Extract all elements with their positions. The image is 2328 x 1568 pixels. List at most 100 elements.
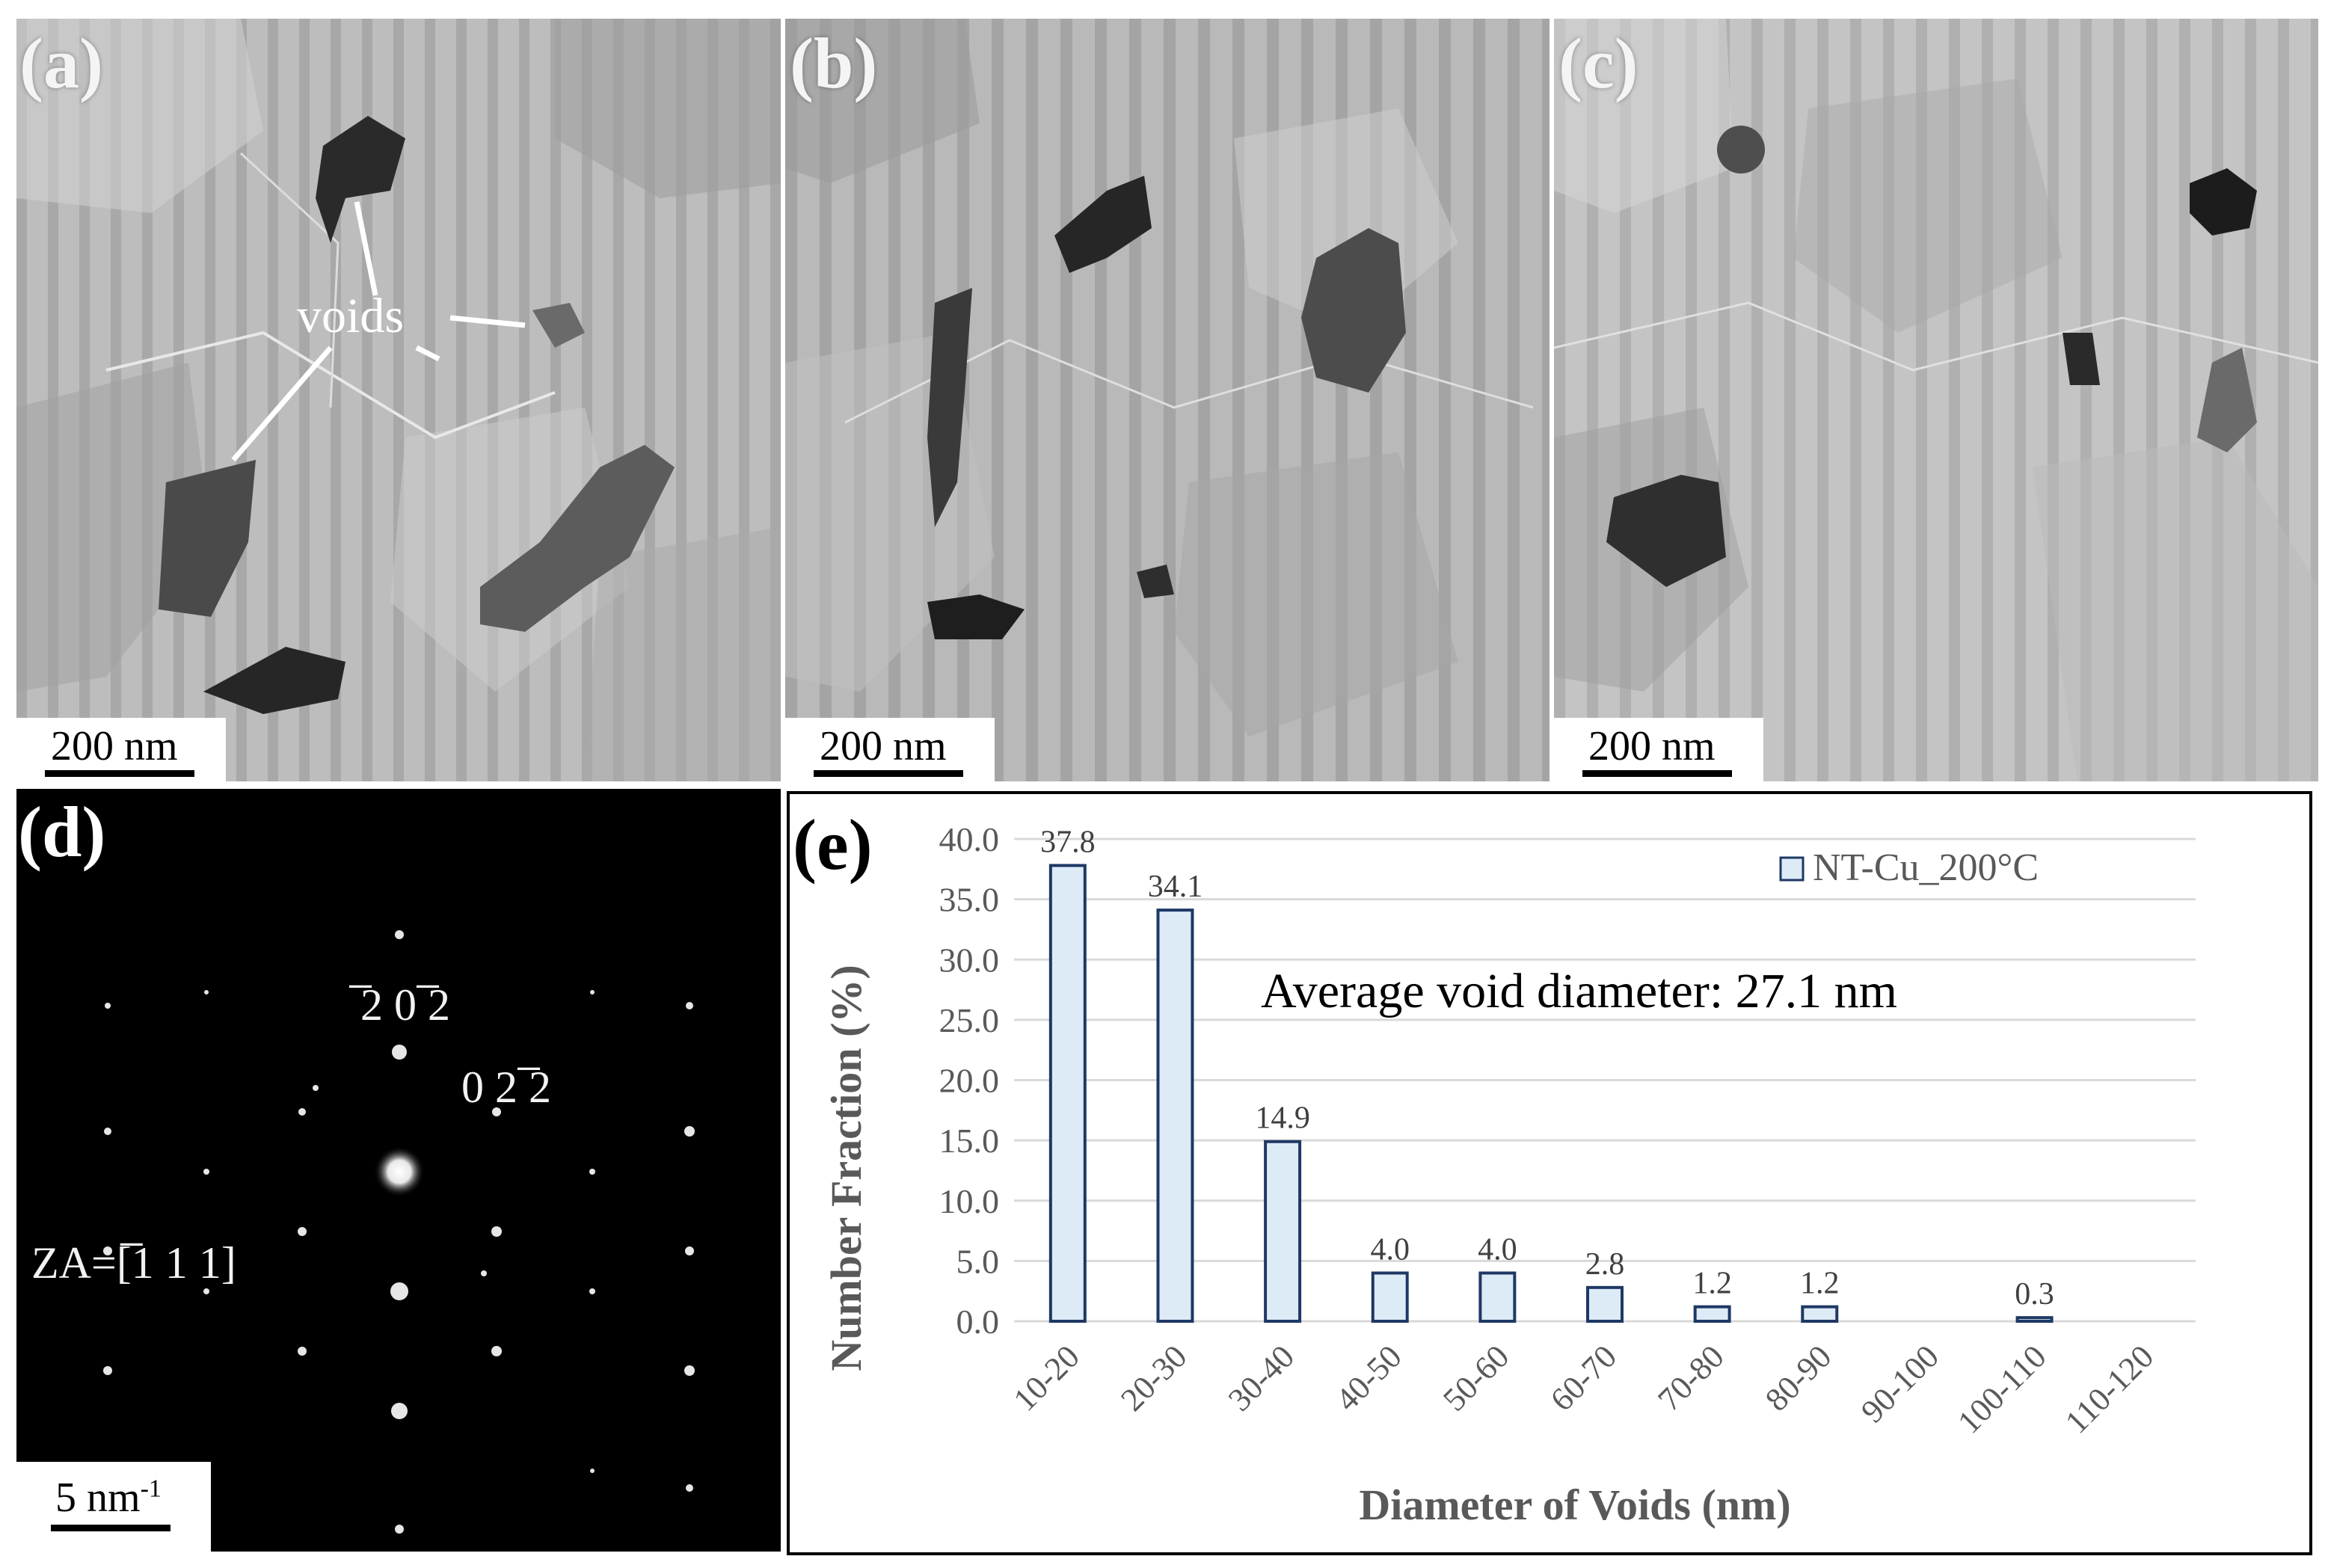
diffraction-spot [203,1288,209,1294]
bar-30-40 [1264,1140,1302,1323]
data-label: 37.8 [1040,825,1096,859]
panel-label-e: (e) [793,805,873,885]
voids-annotation: voids [297,289,405,343]
diffraction-spot [492,1107,501,1116]
panel-label-a: (a) [19,23,103,103]
diffraction-spot [395,1525,404,1534]
x-tick-label: 40-50 [1329,1338,1409,1418]
diffraction-spot [589,1288,595,1294]
diffraction-spot [298,1227,307,1236]
diffraction-spot [491,1226,502,1237]
void [2197,348,2257,452]
diffraction-spot [103,1366,112,1375]
x-axis-label: Diameter of Voids (nm) [1359,1481,1790,1529]
tem-image-a: (a) voids 200 nm [16,19,781,781]
x-tick-label: 30-40 [1221,1338,1301,1418]
y-tick-label: 35.0 [939,881,1000,919]
x-tick-label: 10-20 [1007,1338,1087,1418]
tem-micrograph-a [16,19,781,781]
data-label: 34.1 [1148,870,1203,904]
diffraction-spot [105,1003,111,1009]
spot-label-1: ̅2 0 ̅2 [360,980,450,1030]
scale-bar-box-b: 200 nm [785,718,995,781]
y-tick-label: 40.0 [939,820,1000,858]
y-tick-label: 0.0 [956,1303,1000,1341]
x-tick-label: 80-90 [1758,1338,1838,1418]
data-label: 14.9 [1255,1101,1310,1136]
bar-100-110 [2015,1316,2054,1323]
data-label: 4.0 [1478,1233,1517,1267]
diffraction-spot [590,990,595,994]
diffraction-spot [391,1403,408,1419]
scale-bar-box-d: 5 nm-1 [16,1462,211,1552]
diffraction-spot [298,1108,306,1116]
void [1717,126,1765,173]
data-labels: 37.8 34.1 14.9 4.0 4.0 2.8 1.2 1.2 0.3 [1040,825,2054,1312]
scale-label-d-text: 5 nm [55,1475,141,1521]
diffraction-spot [390,1282,408,1300]
panel-label-c: (c) [1558,23,1638,103]
diffraction-spot [491,1346,502,1356]
average-annotation: Average void diameter: 27.1 nm [1261,964,1897,1018]
panel-label-b: (b) [790,23,878,103]
diffraction-spot [684,1126,695,1137]
x-tick-labels: 10-20 20-30 30-40 40-50 50-60 60-70 70-80 80-90… [1007,1338,2161,1440]
void [532,303,585,348]
data-label: 0.3 [2015,1277,2054,1312]
scale-label-c: 200 nm [1588,723,1716,769]
diffraction-spot [395,930,404,939]
diffraction-spot [313,1085,319,1091]
bar-70-80 [1693,1305,1731,1323]
void [1606,475,1726,587]
void [480,445,675,632]
y-tick-label: 5.0 [956,1242,1000,1280]
void [2063,333,2100,385]
tem-image-c: (c) 200 nm [1554,19,2318,781]
data-label: 1.2 [1800,1267,1840,1301]
data-label: 1.2 [1692,1267,1732,1301]
diffraction-spots [103,930,695,1534]
void [1054,176,1152,273]
diffraction-spot [590,1469,595,1473]
x-tick-label: 70-80 [1650,1338,1730,1418]
diffraction-spot [589,1169,595,1175]
spot-label-2: 0 2 ̅2 [461,1063,551,1112]
void [203,647,345,714]
histogram-panel: 0.0 5.0 10.0 15.0 20.0 25.0 30.0 35.0 40.0 37.8 3… [787,791,2312,1555]
data-label: 2.8 [1585,1247,1625,1282]
void [316,116,405,243]
diffraction-spot [392,1045,407,1060]
y-tick-label: 10.0 [939,1182,1000,1220]
scale-bar-box-c: 200 nm [1554,718,1763,781]
x-tick-label: 50-60 [1436,1338,1516,1418]
scale-label-d-sup: -1 [140,1475,162,1503]
panel-label-d: (d) [18,792,106,872]
void-diameter-chart: 0.05.010.015.020.025.030.035.040.0 37.83… [822,820,2196,1529]
bar-60-70 [1586,1285,1624,1323]
diffraction-spot [685,1246,694,1255]
tem-image-b: (b) 200 nm [785,19,1550,781]
diffraction-spot [481,1270,487,1276]
bar-10-20 [1048,864,1087,1323]
diffraction-spot [686,1002,693,1009]
central-beam [374,1146,425,1197]
diffraction-spot [204,990,209,994]
legend-label: NT-Cu_200°C [1813,846,2039,889]
bar-80-90 [1801,1305,1839,1323]
x-tick-label: 90-100 [1854,1338,1946,1430]
void [159,460,256,617]
tem-micrograph-b [785,19,1550,781]
x-tick-label: 100-110 [1950,1338,2053,1440]
bar-20-30 [1156,908,1194,1323]
legend-swatch [1779,856,1805,882]
diffraction-spot [684,1365,695,1376]
x-tick-label: 110-120 [2058,1338,2160,1440]
scale-label-a: 200 nm [51,723,178,769]
diffraction-spot [104,1128,111,1135]
scale-bar-c [1582,770,1732,777]
void [1301,228,1406,393]
void [1137,565,1174,598]
diffraction-spot [298,1347,307,1356]
bar-series [1048,864,2054,1323]
x-tick-label: 20-30 [1114,1338,1194,1418]
